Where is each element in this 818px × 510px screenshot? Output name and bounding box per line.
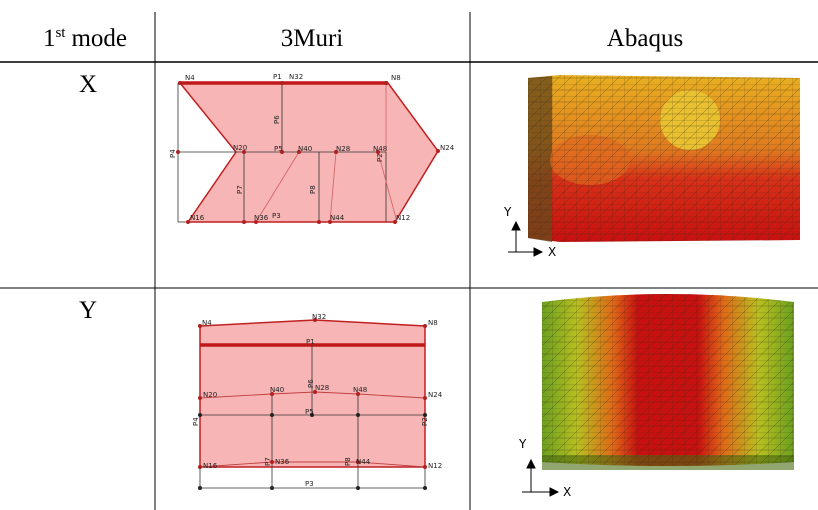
node-label: P6 — [307, 379, 315, 388]
node-label: P4 — [192, 417, 200, 426]
node-label: P8 — [344, 457, 352, 466]
node-label: N36 — [254, 214, 269, 222]
node-label: N12 — [428, 462, 442, 470]
header-3muri: 3Muri — [281, 25, 344, 52]
node-label: N48 — [353, 386, 367, 394]
header-abaqus: Abaqus — [607, 25, 683, 52]
node-label: P2 — [421, 417, 429, 426]
node-label: P1 — [306, 338, 315, 346]
axis-label: Y — [518, 437, 527, 451]
node-label: P8 — [309, 185, 317, 194]
node-label: P7 — [236, 185, 244, 194]
node-label: N4 — [202, 319, 212, 327]
abaqus-contour-x — [528, 75, 800, 242]
row-mode: X — [79, 71, 97, 98]
node-label: N24 — [428, 391, 443, 399]
node-label: N4 — [185, 74, 195, 82]
node-label: N36 — [275, 458, 290, 466]
node-label: N28 — [336, 145, 350, 153]
axis-label: Y — [503, 205, 512, 219]
mode-number: 1 — [43, 25, 56, 52]
node-label: N20 — [203, 391, 217, 399]
axis-label: X — [548, 245, 556, 259]
node-label: N16 — [203, 462, 218, 470]
node-label: N20 — [233, 144, 247, 152]
node-label: N44 — [356, 458, 371, 466]
axis-label: X — [563, 485, 571, 499]
node-label: N12 — [396, 214, 410, 222]
row-mode: Y — [79, 297, 97, 324]
node-label: N8 — [391, 74, 401, 82]
node-label: P4 — [169, 149, 177, 158]
node-label: P3 — [305, 480, 314, 488]
mode-suffix: st — [55, 25, 66, 41]
node-label: N40 — [298, 145, 312, 153]
mode-word: mode — [71, 25, 127, 52]
node-label: N24 — [440, 144, 455, 152]
node-label: P1 — [273, 73, 282, 81]
node-label: N32 — [289, 73, 303, 81]
node-label: N8 — [428, 319, 438, 327]
node-label: N40 — [270, 386, 284, 394]
node-label: N32 — [312, 313, 326, 321]
node-label: N44 — [330, 214, 345, 222]
node-label: P7 — [264, 457, 272, 466]
node-label: P5 — [305, 408, 314, 416]
node-label: N48 — [373, 145, 387, 153]
node-label: P2 — [376, 153, 384, 162]
node-label: P6 — [273, 115, 281, 124]
node-label: P3 — [272, 212, 281, 220]
node-label: P5 — [274, 145, 283, 153]
node-label: N16 — [190, 214, 205, 222]
abaqus-contour-y — [542, 294, 794, 470]
page: 1stmode 3Muri Abaqus X Y — [0, 0, 818, 510]
node-label: N28 — [315, 384, 329, 392]
